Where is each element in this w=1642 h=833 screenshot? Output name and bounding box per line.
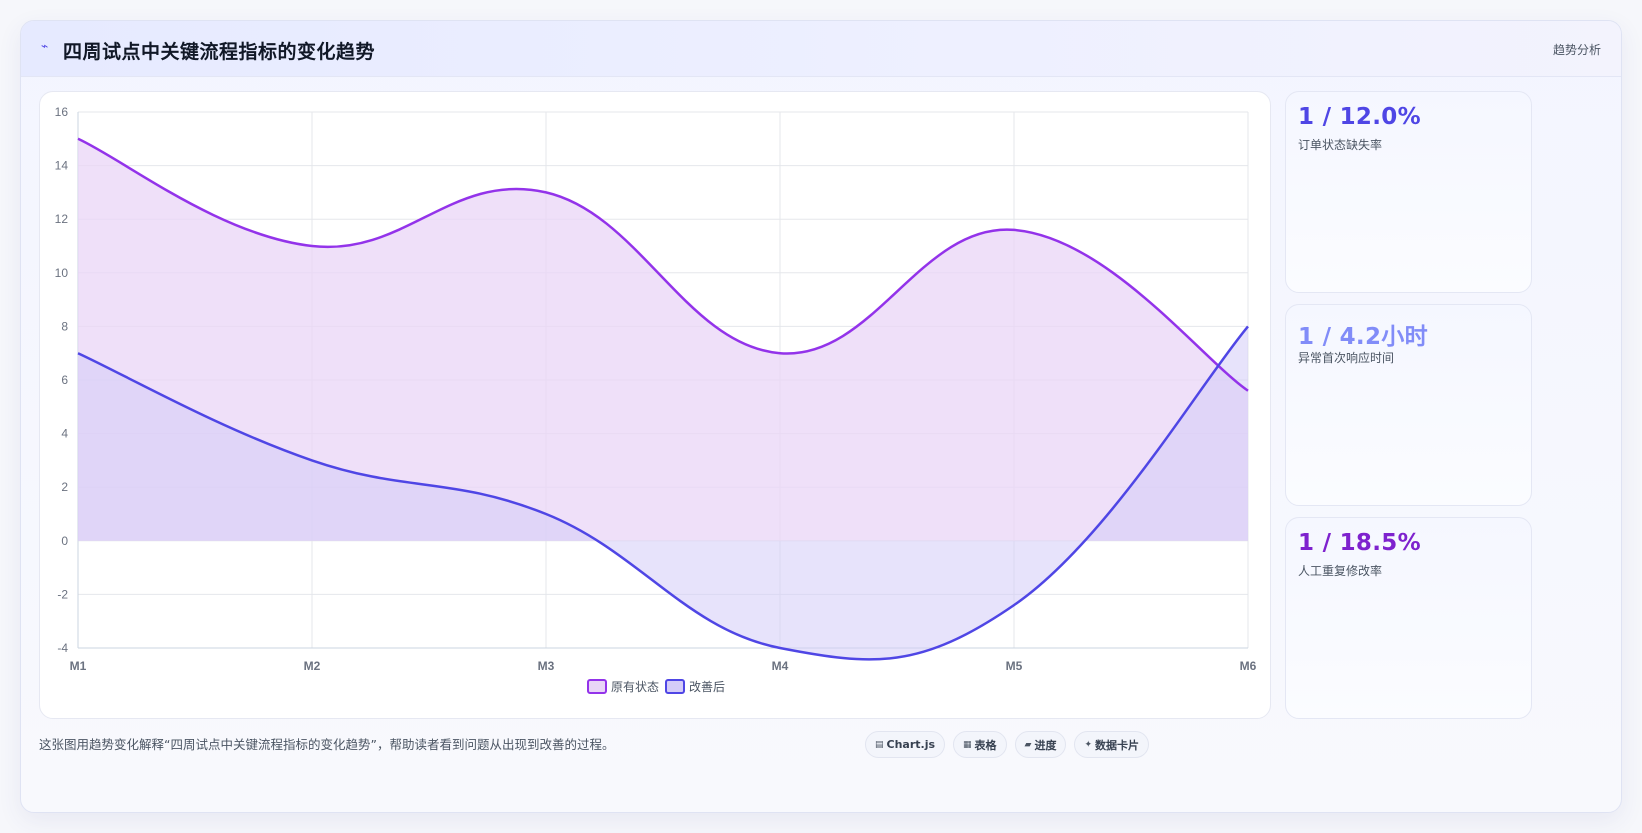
y-tick-label: 14 <box>55 159 69 173</box>
y-tick-label: 4 <box>61 427 68 441</box>
x-tick-label: M2 <box>304 659 321 673</box>
y-tick-label: 16 <box>55 105 69 119</box>
series-original-line <box>77 137 1249 392</box>
chart-card: ⌁ 四周试点中关键流程指标的变化趋势 趋势分析 -4 -2 0 2 4 6 8 10 12 14 1… <box>20 20 1622 813</box>
stat-card-rework-rate: 1 / 18.5% 人工重复修改率 <box>1285 517 1532 719</box>
x-tick-label: M3 <box>538 659 555 673</box>
pill-label: 表格 <box>974 738 997 752</box>
stat-card-missing-rate: 1 / 12.0% 订单状态缺失率 <box>1285 91 1532 293</box>
table-icon: ▦ <box>963 739 972 750</box>
y-tick-label: 0 <box>61 534 68 548</box>
y-tick-label: -4 <box>57 641 68 655</box>
x-tick-label: M6 <box>1240 659 1257 673</box>
legend-swatch <box>665 679 685 694</box>
pill-label: Chart.js <box>886 738 936 751</box>
pill-chartjs[interactable]: ▤ Chart.js <box>865 731 946 758</box>
y-tick-label: 2 <box>61 480 68 494</box>
y-tick-label: 12 <box>55 212 69 226</box>
chart-panel: -4 -2 0 2 4 6 8 10 12 14 16 M1 M2 M3 M4 M5 M6 原有状态 改善后 <box>39 91 1271 719</box>
series-original-area <box>78 138 1248 541</box>
legend-label: 改善后 <box>689 679 725 694</box>
header-tag: 趋势分析 <box>1552 43 1601 57</box>
y-tick-label: 10 <box>55 266 69 280</box>
pill-data-card[interactable]: ✦ 数据卡片 <box>1074 731 1150 758</box>
y-tick-label: -2 <box>57 587 68 601</box>
stat-card-response-time: 1 / 4.2小时 异常首次响应时间 <box>1285 304 1532 506</box>
x-tick-label: M4 <box>772 659 789 673</box>
progress-icon: ▰ <box>1024 739 1032 750</box>
pill-progress[interactable]: ▰ 进度 <box>1014 731 1067 758</box>
y-tick-label: 8 <box>61 319 68 333</box>
stat-value: 1 / 18.5% <box>1298 530 1421 556</box>
stat-value: 1 / 12.0% <box>1298 104 1421 130</box>
chart-description: 这张图用趋势变化解释“四周试点中关键流程指标的变化趋势”，帮助读者看到问题从出现… <box>39 737 615 752</box>
legend-swatch <box>587 679 607 694</box>
pill-label: 数据卡片 <box>1095 738 1140 752</box>
page-title: 四周试点中关键流程指标的变化趋势 <box>63 41 376 63</box>
sparkle-icon: ✦ <box>1084 739 1093 750</box>
y-tick-label: 6 <box>61 373 68 387</box>
series-improved-area <box>78 326 1248 660</box>
pill-label: 进度 <box>1034 738 1057 752</box>
stat-value: 1 / 4.2小时 <box>1298 324 1428 350</box>
trend-icon: ⌁ <box>41 39 49 53</box>
stat-label: 人工重复修改率 <box>1298 564 1383 578</box>
tag-pills: ▤ Chart.js ▦ 表格 ▰ 进度 ✦ 数据卡片 <box>865 731 1150 758</box>
card-header: ⌁ 四周试点中关键流程指标的变化趋势 趋势分析 <box>21 21 1621 77</box>
x-tick-label: M5 <box>1006 659 1023 673</box>
chart-icon: ▤ <box>875 739 884 750</box>
series-improved-line <box>77 325 1249 661</box>
stat-label: 异常首次响应时间 <box>1298 351 1395 365</box>
line-chart: -4 -2 0 2 4 6 8 10 12 14 16 M1 M2 M3 M4 M5 M6 原有状态 改善后 <box>55 105 1257 694</box>
x-tick-label: M1 <box>70 659 87 673</box>
pill-table[interactable]: ▦ 表格 <box>953 731 1007 758</box>
legend-label: 原有状态 <box>611 680 659 694</box>
stat-label: 订单状态缺失率 <box>1298 138 1383 152</box>
